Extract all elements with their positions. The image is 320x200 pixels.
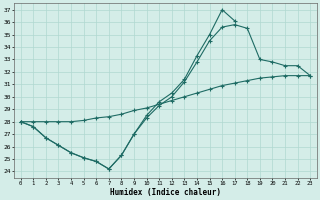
X-axis label: Humidex (Indice chaleur): Humidex (Indice chaleur) [110,188,221,197]
